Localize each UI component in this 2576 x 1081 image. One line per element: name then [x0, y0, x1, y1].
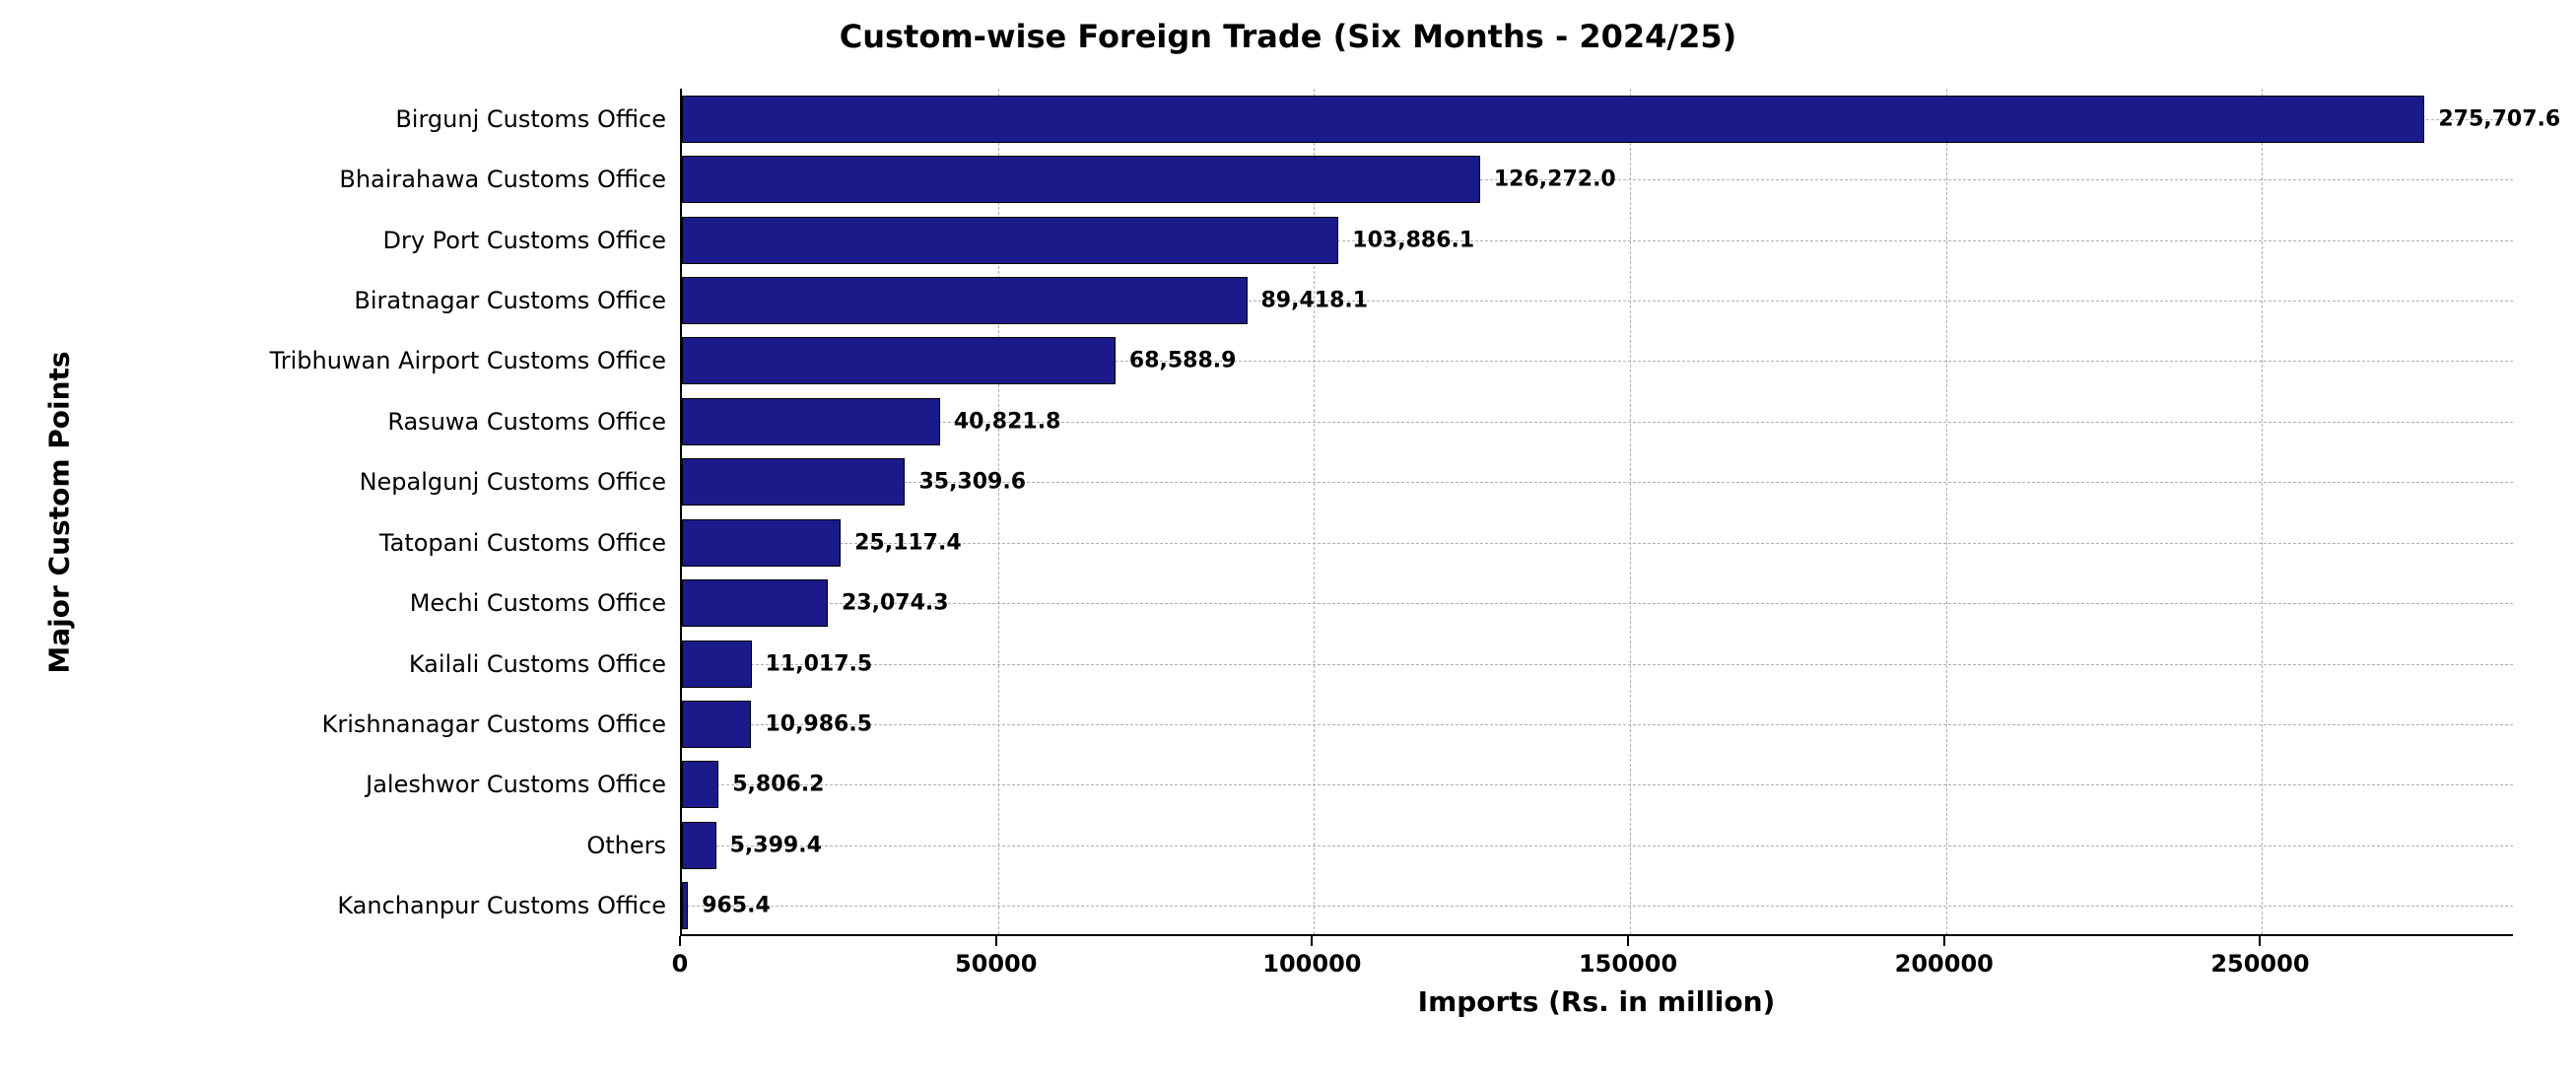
x-tick-mark [2259, 936, 2261, 946]
bar [682, 641, 752, 688]
bar [682, 398, 940, 445]
y-tick-label: Biratnagar Customs Office [354, 287, 666, 314]
chart-container: Custom-wise Foreign Trade (Six Months - … [0, 0, 2576, 1081]
plot-area: 275,707.6126,272.0103,886.189,418.168,58… [680, 89, 2513, 936]
bar [682, 701, 751, 748]
x-tick-label: 250000 [2210, 950, 2309, 978]
bar-value-label: 5,806.2 [732, 773, 824, 797]
y-tick-label: Kanchanpur Customs Office [337, 892, 666, 919]
y-tick-label: Kailali Customs Office [409, 650, 666, 678]
bar-value-label: 275,707.6 [2438, 106, 2560, 131]
bar [682, 156, 1480, 203]
y-tick-label: Nepalgunj Customs Office [360, 468, 666, 496]
bar [682, 458, 905, 506]
bar-value-label: 11,017.5 [766, 651, 873, 676]
bar-value-label: 40,821.8 [954, 409, 1061, 434]
y-tick-label: Tribhuwan Airport Customs Office [270, 347, 666, 374]
gridline-horizontal [682, 906, 2513, 907]
y-tick-label: Krishnanagar Customs Office [322, 710, 666, 738]
bar [682, 337, 1116, 384]
bar-value-label: 68,588.9 [1129, 349, 1237, 373]
y-tick-label: Bhairahawa Customs Office [339, 166, 666, 193]
bar [682, 822, 716, 869]
bar [682, 217, 1338, 264]
y-tick-label: Rasuwa Customs Office [387, 408, 666, 436]
gridline-horizontal [682, 724, 2513, 725]
bar-value-label: 5,399.4 [730, 833, 822, 857]
bar-value-label: 23,074.3 [842, 591, 949, 616]
bar [682, 519, 841, 567]
bar [682, 882, 688, 929]
gridline-horizontal [682, 784, 2513, 785]
y-tick-label: Jaleshwor Customs Office [366, 771, 666, 798]
bar-value-label: 965.4 [702, 894, 771, 918]
y-tick-label: Mechi Customs Office [410, 589, 666, 617]
bar-value-label: 10,986.5 [765, 712, 872, 737]
bar-value-label: 35,309.6 [918, 470, 1026, 495]
bar [682, 96, 2424, 143]
bar-value-label: 89,418.1 [1261, 289, 1369, 313]
y-tick-label: Dry Port Customs Office [382, 227, 666, 254]
x-tick-mark [1943, 936, 1945, 946]
x-tick-label: 50000 [955, 950, 1038, 978]
y-tick-label: Tatopani Customs Office [379, 529, 666, 557]
gridline-horizontal [682, 603, 2513, 604]
gridline-vertical [2262, 89, 2263, 934]
y-tick-label: Others [586, 832, 666, 859]
bar [682, 761, 718, 808]
x-tick-label: 200000 [1895, 950, 1994, 978]
x-tick-mark [1311, 936, 1313, 946]
y-tick-label: Birgunj Customs Office [395, 105, 666, 133]
bar-value-label: 103,886.1 [1352, 228, 1474, 252]
x-tick-mark [1627, 936, 1629, 946]
gridline-vertical [1946, 89, 1947, 934]
bar-value-label: 126,272.0 [1494, 168, 1616, 192]
x-tick-label: 100000 [1262, 950, 1361, 978]
bar-value-label: 25,117.4 [854, 530, 962, 555]
x-tick-mark [995, 936, 997, 946]
chart-title: Custom-wise Foreign Trade (Six Months - … [0, 0, 2576, 55]
gridline-horizontal [682, 664, 2513, 665]
gridline-horizontal [682, 845, 2513, 846]
bar [682, 579, 828, 627]
y-axis-title: Major Custom Points [43, 351, 76, 673]
x-tick-mark [679, 936, 681, 946]
x-tick-label: 0 [672, 950, 689, 978]
x-tick-label: 150000 [1579, 950, 1677, 978]
gridline-vertical [1630, 89, 1631, 934]
x-axis-title: Imports (Rs. in million) [1418, 985, 1776, 1018]
bar [682, 277, 1248, 324]
